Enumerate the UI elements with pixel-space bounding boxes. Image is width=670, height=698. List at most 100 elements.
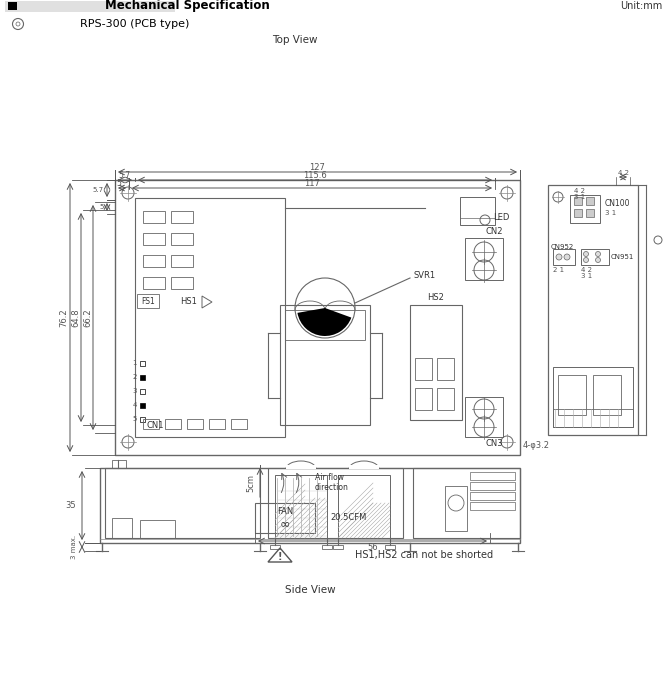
Text: 4 2: 4 2 <box>574 188 585 194</box>
Bar <box>470 472 515 480</box>
Text: HS1: HS1 <box>180 297 197 306</box>
Bar <box>581 249 609 265</box>
Text: 4 2: 4 2 <box>581 267 592 273</box>
Text: 115.6: 115.6 <box>303 170 327 179</box>
Bar <box>437 358 454 380</box>
Text: 64.8: 64.8 <box>72 309 80 327</box>
Circle shape <box>564 254 570 260</box>
Bar <box>285 310 365 340</box>
Text: 5: 5 <box>133 416 137 422</box>
Bar <box>100 468 520 543</box>
Bar <box>255 503 315 533</box>
Bar <box>112 460 126 468</box>
Bar <box>165 419 181 429</box>
Text: 2: 2 <box>133 374 137 380</box>
Text: 5: 5 <box>116 179 121 188</box>
Text: 1: 1 <box>133 360 137 366</box>
Bar <box>553 409 633 427</box>
Bar <box>140 403 145 408</box>
Text: 5: 5 <box>100 204 104 210</box>
Bar <box>137 294 159 308</box>
Text: 5.7: 5.7 <box>93 187 104 193</box>
Bar <box>574 197 582 205</box>
Bar <box>413 468 520 538</box>
Circle shape <box>584 258 588 262</box>
Text: 3 max.: 3 max. <box>71 535 77 559</box>
Text: Top View: Top View <box>272 35 318 45</box>
Bar <box>460 197 495 225</box>
Bar <box>143 211 165 223</box>
Bar <box>338 475 390 538</box>
Bar <box>470 482 515 490</box>
Text: CN100: CN100 <box>605 198 630 207</box>
Circle shape <box>556 254 562 260</box>
Circle shape <box>596 258 600 262</box>
Text: 66.2: 66.2 <box>84 309 92 327</box>
Bar <box>115 180 520 455</box>
Bar <box>8 2 17 10</box>
Bar <box>465 238 503 280</box>
Bar <box>349 465 379 469</box>
Text: 3: 3 <box>133 388 137 394</box>
Text: 76.2: 76.2 <box>60 309 68 327</box>
Bar <box>171 233 193 245</box>
Bar <box>231 419 247 429</box>
Bar <box>574 209 582 217</box>
Text: Mechanical Specification: Mechanical Specification <box>105 0 270 13</box>
Text: SVR1: SVR1 <box>413 272 435 281</box>
Text: Side View: Side View <box>285 585 335 595</box>
Bar <box>586 197 594 205</box>
Circle shape <box>584 251 588 256</box>
Text: CN3: CN3 <box>485 438 502 447</box>
Text: 4-φ3.2: 4-φ3.2 <box>523 440 550 450</box>
Bar <box>593 375 621 415</box>
Bar <box>135 198 285 437</box>
Text: RPS-300 (PCB type): RPS-300 (PCB type) <box>80 19 190 29</box>
Bar <box>171 255 193 267</box>
Bar <box>470 492 515 500</box>
Text: 5.7: 5.7 <box>118 170 130 179</box>
Bar <box>286 465 316 469</box>
Bar <box>140 520 175 538</box>
Bar <box>586 209 594 217</box>
Bar <box>333 545 343 549</box>
Text: FS1: FS1 <box>141 297 155 306</box>
Bar <box>553 367 633 427</box>
Text: 2 1: 2 1 <box>553 267 564 273</box>
Bar <box>410 305 462 420</box>
Bar <box>270 545 280 549</box>
Text: 5cm: 5cm <box>246 473 255 491</box>
Text: 4: 4 <box>133 402 137 408</box>
Text: CN951: CN951 <box>611 254 634 260</box>
Text: 117: 117 <box>304 179 320 188</box>
Bar <box>322 545 332 549</box>
Bar <box>470 502 515 510</box>
Text: HS2: HS2 <box>427 293 444 302</box>
Bar <box>140 417 145 422</box>
Text: 56: 56 <box>367 542 378 551</box>
Text: HS1,HS2 can not be shorted: HS1,HS2 can not be shorted <box>355 550 493 560</box>
Text: Air flow
direction: Air flow direction <box>315 473 349 492</box>
Bar <box>437 388 454 410</box>
Bar <box>112 518 132 538</box>
Bar <box>275 475 327 538</box>
Text: 127: 127 <box>310 163 326 172</box>
Circle shape <box>596 251 600 256</box>
Bar <box>140 361 145 366</box>
Text: FAN: FAN <box>277 507 293 517</box>
Text: CN1: CN1 <box>146 422 163 431</box>
Bar <box>570 195 600 223</box>
Text: 3 1: 3 1 <box>574 194 586 200</box>
Bar <box>171 211 193 223</box>
Bar <box>105 468 260 538</box>
Bar <box>209 419 225 429</box>
Text: CN2: CN2 <box>485 228 502 237</box>
Bar <box>415 358 432 380</box>
Bar <box>385 545 395 549</box>
Bar <box>143 419 159 429</box>
Text: ∞: ∞ <box>280 517 290 530</box>
Bar <box>553 249 575 265</box>
Bar <box>143 277 165 289</box>
Bar <box>445 486 467 531</box>
Text: 3 1: 3 1 <box>605 210 616 216</box>
